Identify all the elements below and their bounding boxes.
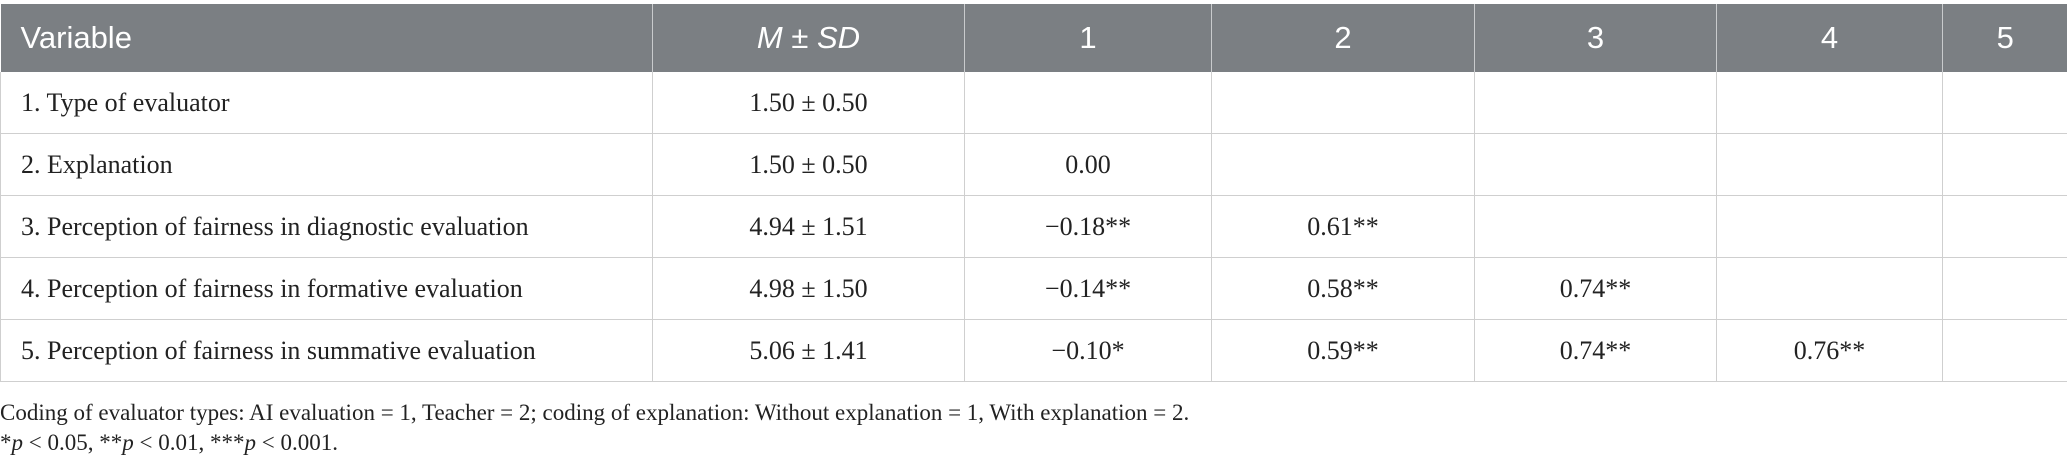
- coding-note: Coding of evaluator types: AI evaluation…: [0, 400, 1190, 425]
- cell-col-5: [1942, 319, 2067, 382]
- table-row: 5. Perception of fairness in summative e…: [0, 319, 2067, 382]
- cell-variable: 3. Perception of fairness in diagnostic …: [0, 195, 653, 258]
- sig-a-prefix: *: [0, 430, 12, 455]
- significance-note: *p < 0.05, **p < 0.01, ***p < 0.001.: [0, 428, 1189, 458]
- cell-col-3: [1474, 195, 1717, 258]
- correlation-table-container: Variable M ± SD 1 2 3 4 5 1. Type of eva…: [0, 4, 2067, 382]
- sig-c-p: p: [244, 430, 256, 455]
- sig-b-prefix: **: [99, 430, 123, 455]
- header-col-1: 1: [964, 4, 1212, 72]
- cell-col-5: [1942, 133, 2067, 196]
- cell-col-1: −0.10*: [964, 319, 1212, 382]
- table-row: 1. Type of evaluator 1.50 ± 0.50: [0, 72, 2067, 134]
- cell-col-2: [1211, 72, 1475, 134]
- table-notes: Coding of evaluator types: AI evaluation…: [0, 398, 1189, 458]
- table-row: 3. Perception of fairness in diagnostic …: [0, 195, 2067, 258]
- sig-c-value: < 0.001.: [255, 430, 338, 455]
- header-mean-sd: M ± SD: [652, 4, 965, 72]
- cell-col-2: 0.61**: [1211, 195, 1475, 258]
- cell-mean-sd: 4.98 ± 1.50: [652, 257, 965, 320]
- cell-col-4: [1716, 195, 1943, 258]
- cell-col-2: 0.59**: [1211, 319, 1475, 382]
- cell-col-5: [1942, 72, 2067, 134]
- header-col-2: 2: [1211, 4, 1475, 72]
- correlation-table: Variable M ± SD 1 2 3 4 5 1. Type of eva…: [0, 4, 2067, 382]
- sig-b-value: < 0.01,: [133, 430, 210, 455]
- cell-col-1: −0.14**: [964, 257, 1212, 320]
- cell-col-2: 0.58**: [1211, 257, 1475, 320]
- cell-col-1: 0.00: [964, 133, 1212, 196]
- cell-variable: 2. Explanation: [0, 133, 653, 196]
- cell-col-5: [1942, 257, 2067, 320]
- cell-col-4: [1716, 133, 1943, 196]
- header-variable: Variable: [0, 4, 653, 72]
- cell-mean-sd: 1.50 ± 0.50: [652, 72, 965, 134]
- sig-a-value: < 0.05,: [23, 430, 100, 455]
- cell-variable: 5. Perception of fairness in summative e…: [0, 319, 653, 382]
- cell-col-1: −0.18**: [964, 195, 1212, 258]
- cell-col-3: 0.74**: [1474, 257, 1717, 320]
- cell-col-2: [1211, 133, 1475, 196]
- cell-variable: 1. Type of evaluator: [0, 72, 653, 134]
- cell-col-5: [1942, 195, 2067, 258]
- cell-variable: 4. Perception of fairness in formative e…: [0, 257, 653, 320]
- cell-mean-sd: 1.50 ± 0.50: [652, 133, 965, 196]
- sig-c-prefix: ***: [209, 430, 245, 455]
- cell-mean-sd: 4.94 ± 1.51: [652, 195, 965, 258]
- table-header-row: Variable M ± SD 1 2 3 4 5: [0, 4, 2067, 72]
- cell-col-4: 0.76**: [1716, 319, 1943, 382]
- cell-col-3: 0.74**: [1474, 319, 1717, 382]
- sig-b-p: p: [122, 430, 134, 455]
- sig-a-p: p: [11, 430, 24, 455]
- cell-col-1: [964, 72, 1212, 134]
- table-row: 4. Perception of fairness in formative e…: [0, 257, 2067, 320]
- cell-col-4: [1716, 257, 1943, 320]
- cell-col-3: [1474, 72, 1717, 134]
- cell-mean-sd: 5.06 ± 1.41: [652, 319, 965, 382]
- cell-col-3: [1474, 133, 1717, 196]
- cell-col-4: [1716, 72, 1943, 134]
- header-col-3: 3: [1474, 4, 1717, 72]
- header-col-5: 5: [1942, 4, 2067, 72]
- header-col-4: 4: [1716, 4, 1943, 72]
- table-row: 2. Explanation 1.50 ± 0.50 0.00: [0, 133, 2067, 196]
